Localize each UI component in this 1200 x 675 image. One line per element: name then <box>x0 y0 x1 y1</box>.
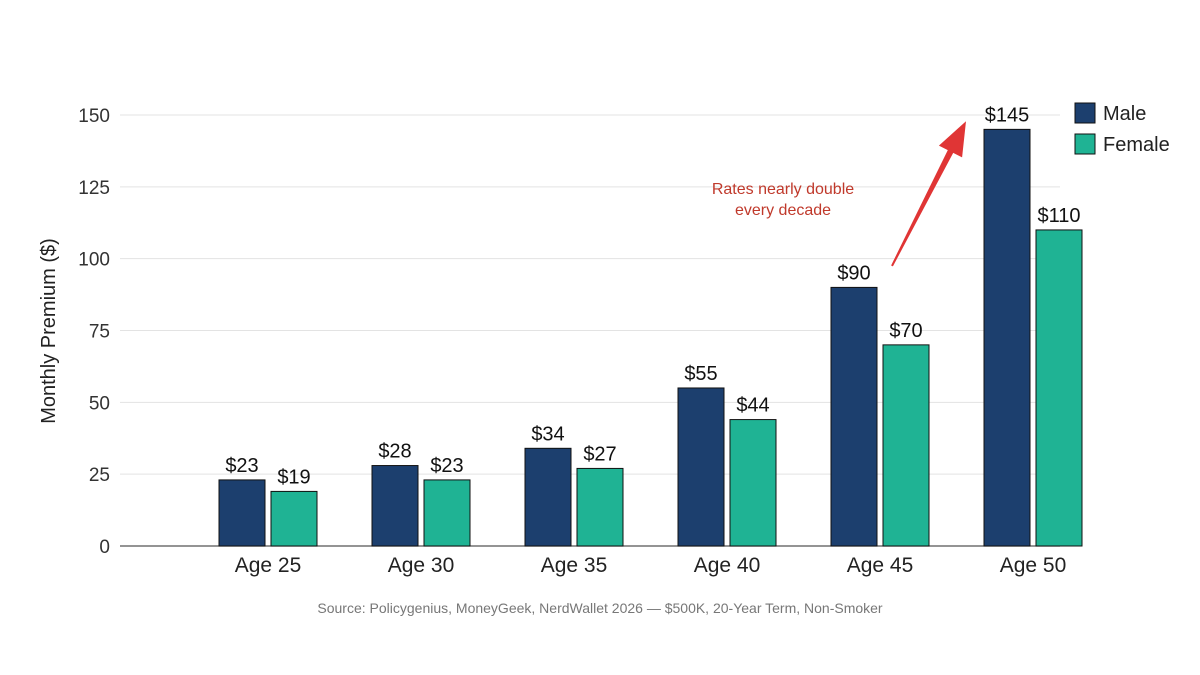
y-tick-label: 75 <box>89 322 110 343</box>
annotation-arrow <box>891 121 966 267</box>
bar-male-age-35 <box>524 447 572 547</box>
legend: Male Female <box>1074 102 1170 156</box>
annotation-text: every decade <box>735 202 831 219</box>
bar-female-age-30 <box>423 479 471 547</box>
x-tick-label: Age 45 <box>847 554 914 577</box>
data-label: $55 <box>684 363 717 385</box>
data-label: $27 <box>583 443 616 465</box>
bar-female-age-25 <box>270 490 318 547</box>
bar-female-age-35 <box>576 467 624 547</box>
y-tick-label: 50 <box>89 393 110 414</box>
y-tick-label: 25 <box>89 465 110 486</box>
legend-swatch-female <box>1074 133 1096 155</box>
data-label: $23 <box>430 455 463 477</box>
data-labels: $23 $19 $28 $23 $34 $27 $55 $44 $90 $70 $145 $110 <box>225 104 1080 488</box>
bar-female-age-40 <box>729 419 777 547</box>
legend-label-female: Female <box>1103 134 1170 156</box>
data-label: $110 <box>1037 205 1080 227</box>
data-label: $19 <box>277 466 310 488</box>
annotation-text: Rates nearly double <box>712 181 854 198</box>
x-tick-label: Age 50 <box>1000 554 1067 577</box>
data-label: $34 <box>531 423 564 445</box>
annotation: Rates nearly double every decade <box>712 121 966 267</box>
legend-label-male: Male <box>1103 103 1146 125</box>
y-tick-label: 0 <box>99 537 110 558</box>
data-label: $44 <box>736 395 769 417</box>
x-tick-label: Age 35 <box>541 554 608 577</box>
bar-male-age-40 <box>677 387 725 547</box>
bar-male-age-50 <box>983 128 1031 547</box>
bar-male-age-30 <box>371 465 419 547</box>
source-note: Source: Policygenius, MoneyGeek, NerdWal… <box>317 600 883 616</box>
x-tick-label: Age 30 <box>388 554 455 577</box>
data-label: $145 <box>985 104 1030 126</box>
data-label: $28 <box>378 441 411 463</box>
y-tick-label: 125 <box>78 178 110 199</box>
axes: 0 25 50 75 100 125 150 Age 25 Age 30 Age 35 Age 40… <box>78 106 1066 577</box>
bars <box>218 128 1083 547</box>
x-tick-label: Age 25 <box>235 554 302 577</box>
data-label: $90 <box>837 262 870 284</box>
data-label: $70 <box>889 320 922 342</box>
bar-female-age-45 <box>882 344 930 547</box>
data-label: $23 <box>225 455 258 477</box>
legend-swatch-male <box>1074 102 1096 124</box>
y-tick-label: 100 <box>78 250 110 271</box>
x-tick-label: Age 40 <box>694 554 761 577</box>
y-axis-label: Monthly Premium ($) <box>38 238 60 424</box>
bar-male-age-25 <box>218 479 266 547</box>
bar-female-age-50 <box>1035 229 1083 547</box>
bar-male-age-45 <box>830 286 878 547</box>
y-tick-label: 150 <box>78 106 110 127</box>
